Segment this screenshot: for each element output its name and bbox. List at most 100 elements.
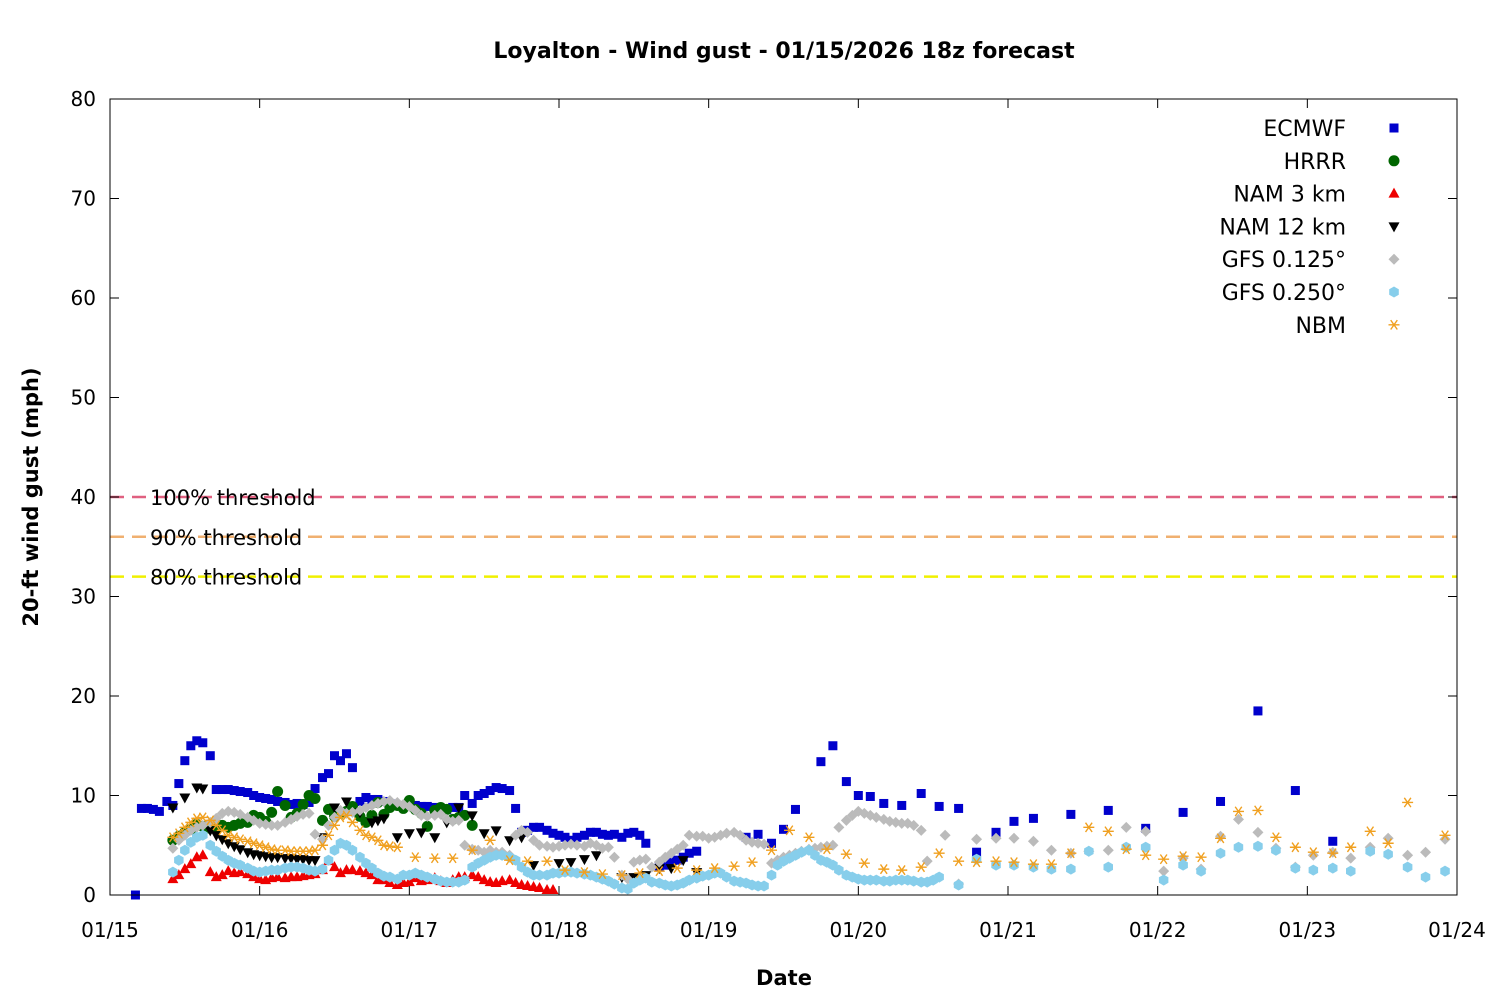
legend-label: ECMWF [1263,117,1346,142]
data-point [360,830,372,841]
data-point [504,874,516,885]
data-point [1382,838,1394,849]
data-point [816,757,826,767]
threshold-label-2: 80% threshold [150,566,302,590]
data-point [954,803,964,813]
x-tick-label: 01/16 [231,918,289,942]
data-point [578,867,590,878]
data-point [497,784,507,794]
data-point [934,871,944,883]
data-point [174,779,184,789]
data-point [728,861,740,872]
data-point [472,871,484,882]
data-point [578,855,590,866]
data-point [548,828,558,838]
data-point [908,819,920,831]
data-point [329,844,340,856]
x-axis-label: Date [756,966,812,990]
data-point [273,796,283,806]
data-point [197,849,209,860]
data-point [347,844,358,856]
data-point [235,859,245,871]
data-point [571,839,583,851]
data-point [879,798,889,808]
data-point [1252,805,1264,816]
threshold-lines: 100% threshold 90% threshold 80% threshold [110,486,1457,590]
data-point [1140,850,1152,861]
x-tick-label: 01/23 [1279,918,1337,942]
data-point [1045,859,1057,870]
data-point [180,756,190,766]
data-point [677,839,689,851]
data-point [660,860,670,870]
data-point [205,751,215,761]
data-point [572,832,582,842]
data-point [672,855,682,865]
data-point [192,736,202,746]
data-point [1027,835,1039,847]
data-point [491,783,501,793]
data-point [485,786,495,796]
data-point [1327,848,1339,859]
data-point [421,810,433,822]
data-point [385,871,395,883]
legend-marker [1388,222,1400,233]
data-point [1252,826,1264,838]
data-point [415,828,427,839]
data-point [1439,833,1451,845]
data-point [878,864,890,875]
data-point [991,827,1001,837]
data-point [1102,844,1114,856]
data-point [366,818,378,829]
x-tick-label: 01/20 [830,918,888,942]
data-point [1328,862,1338,874]
data-point [260,842,272,853]
data-point [641,838,651,848]
data-point [510,877,522,888]
data-point [1027,859,1039,870]
x-tick-label: 01/21 [979,918,1037,942]
data-point [1232,806,1244,817]
data-point [360,867,372,878]
data-point [565,858,577,869]
data-point [1307,847,1319,858]
data-point [303,846,315,857]
data-point [827,839,839,851]
data-point [1084,845,1094,857]
data-point [174,854,184,866]
data-point [191,813,203,824]
data-point [317,840,329,851]
data-point [310,784,320,794]
data-point [324,769,334,779]
data-point [210,820,222,831]
data-point [554,830,564,840]
threshold-label-0: 100% threshold [150,486,316,510]
data-point [1215,833,1227,844]
data-point [560,832,570,842]
data-point [384,841,396,852]
data-point [602,841,614,853]
data-point [323,854,334,866]
data-point [136,803,146,813]
data-point [335,756,345,766]
x-tick-label: 01/18 [530,918,588,942]
data-point [534,839,546,851]
data-point [572,867,582,879]
data-point [304,797,314,807]
data-point [692,846,702,856]
data-point [1065,848,1077,859]
data-point [1066,809,1076,819]
data-point [790,804,800,814]
data-point [971,857,983,868]
data-point [496,875,508,886]
data-point [228,832,240,843]
data-point [329,820,340,831]
data-point [634,868,646,879]
data-point [372,835,384,846]
x-tick-label: 01/24 [1428,918,1486,942]
data-point [317,863,328,875]
data-point [429,833,441,844]
data-point [953,856,965,867]
series-6 [167,797,1451,881]
data-point [297,798,309,810]
